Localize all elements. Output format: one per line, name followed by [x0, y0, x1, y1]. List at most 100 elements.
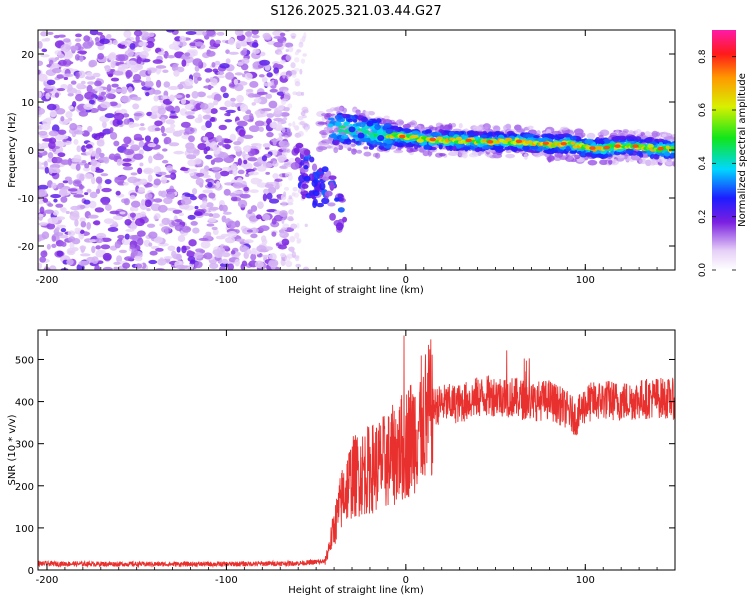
spectrogram-cell: [329, 181, 335, 190]
spectrogram-cell: [110, 77, 120, 82]
spectrogram-cell: [130, 172, 138, 176]
spectrogram-cell: [118, 249, 127, 254]
spectrogram-cell: [100, 237, 112, 243]
spectrogram-cell: [505, 153, 516, 159]
spectrogram-cell: [269, 121, 278, 129]
spectrogram-cell: [563, 137, 572, 141]
spectrogram-cell: [96, 31, 103, 36]
spectrogram-cell: [291, 35, 296, 39]
spectrogram-cell: [115, 109, 122, 114]
spectrogram-cell: [205, 78, 211, 83]
spectrogram-cell: [301, 106, 309, 113]
spectrogram-cell: [125, 228, 135, 232]
spectrogram-cell: [225, 58, 231, 64]
spectrogram-cell: [272, 149, 278, 156]
spectrogram-cell: [119, 211, 126, 215]
spectrogram-cell: [168, 142, 180, 147]
spectrogram-cell: [154, 127, 161, 132]
spectrogram-cell: [139, 211, 147, 218]
snr-series-line: [38, 335, 675, 569]
spectrogram-cell: [448, 122, 453, 129]
spectrogram-cell: [224, 236, 236, 244]
spectrogram-cell: [148, 242, 153, 247]
spectrogram-cell: [38, 107, 46, 115]
colorbar-tick-label: 0.4: [698, 156, 708, 171]
spectrogram-cell: [220, 85, 227, 93]
spectrogram-cell: [224, 112, 231, 117]
spectrogram-cell: [638, 152, 644, 158]
spectrogram-cell: [146, 207, 151, 212]
spectrogram-cell: [95, 132, 106, 137]
x-tick-label: -200: [36, 275, 59, 286]
spectrogram-cell: [166, 30, 175, 33]
spectrogram-cell: [286, 171, 293, 177]
spectrogram-cell: [376, 129, 384, 136]
spectrogram-cell: [170, 123, 176, 128]
spectrogram-cell: [115, 190, 121, 196]
spectrogram-cell: [87, 81, 95, 85]
spectrogram-cell: [75, 93, 84, 102]
spectrogram-cell: [251, 34, 260, 39]
spectrogram-cell: [224, 119, 233, 123]
spectrogram-cell: [261, 235, 267, 243]
spectrogram-cell: [214, 172, 222, 180]
spectrogram-cell: [202, 189, 214, 194]
spectrogram-cell: [281, 238, 290, 246]
spectrogram-cell: [268, 198, 280, 204]
spectrogram-cell: [220, 233, 229, 237]
spectrogram-cell: [241, 151, 246, 158]
spectrogram-cell: [63, 76, 69, 81]
spectrogram-cell: [176, 246, 181, 253]
spectrogram-cell: [438, 144, 443, 150]
spectrogram-cell: [203, 85, 214, 89]
spectrogram-cell: [262, 193, 267, 202]
spectrogram-cell: [259, 59, 271, 66]
spectrogram-cell: [47, 217, 59, 225]
spectrogram-cell: [38, 41, 43, 49]
spectrogram-cell: [108, 53, 117, 61]
spectrogram-cell: [52, 209, 59, 216]
spectrogram-cell: [210, 108, 218, 115]
spectrogram-cell: [283, 191, 287, 197]
spectrogram-cell: [505, 150, 512, 154]
spectrogram-cell: [180, 198, 192, 205]
spectrogram-cell: [638, 158, 647, 165]
spectrogram-cell: [121, 238, 130, 246]
spectrogram-cell: [262, 32, 271, 40]
spectrogram-cell: [264, 183, 274, 189]
spectrogram-cell: [479, 134, 488, 139]
spectrogram-cell: [138, 140, 145, 148]
spectrogram-cell: [569, 154, 574, 161]
spectrogram-cell: [133, 30, 143, 37]
spectrogram-cell: [82, 41, 93, 49]
spectrogram-cell: [57, 129, 67, 135]
spectrogram-cell: [250, 205, 258, 212]
spectrogram-cell: [196, 91, 206, 98]
y-tick-label: 400: [15, 398, 34, 409]
spectrogram-cell: [319, 182, 326, 191]
spectrogram-cell: [234, 84, 244, 92]
spectrogram-cell: [234, 258, 240, 267]
spectrogram-cell: [124, 256, 133, 261]
spectrogram-cell: [303, 165, 309, 170]
spectrogram-cell: [60, 196, 68, 203]
spectrogram-cell: [168, 115, 179, 119]
spectrogram-cell: [67, 92, 74, 97]
spectrogram-cell: [134, 256, 143, 262]
spectrogram-cell: [324, 190, 333, 197]
spectrogram-cell: [247, 209, 253, 215]
spectrogram-cell: [107, 227, 119, 232]
spectrogram-cell: [626, 136, 633, 142]
spectrogram-cell: [144, 169, 152, 173]
spectrogram-cell: [285, 260, 293, 268]
spectrogram-cell: [49, 110, 57, 118]
spectrogram-cell: [241, 57, 250, 65]
spectrogram-cell: [236, 120, 248, 127]
spectrogram-cell: [482, 145, 491, 150]
spectrogram-cell: [211, 213, 221, 219]
spectrogram-cell: [70, 80, 77, 85]
spectrogram-cell: [133, 133, 143, 141]
spectrogram-cell: [300, 91, 305, 96]
x-tick-label: -100: [215, 275, 238, 286]
